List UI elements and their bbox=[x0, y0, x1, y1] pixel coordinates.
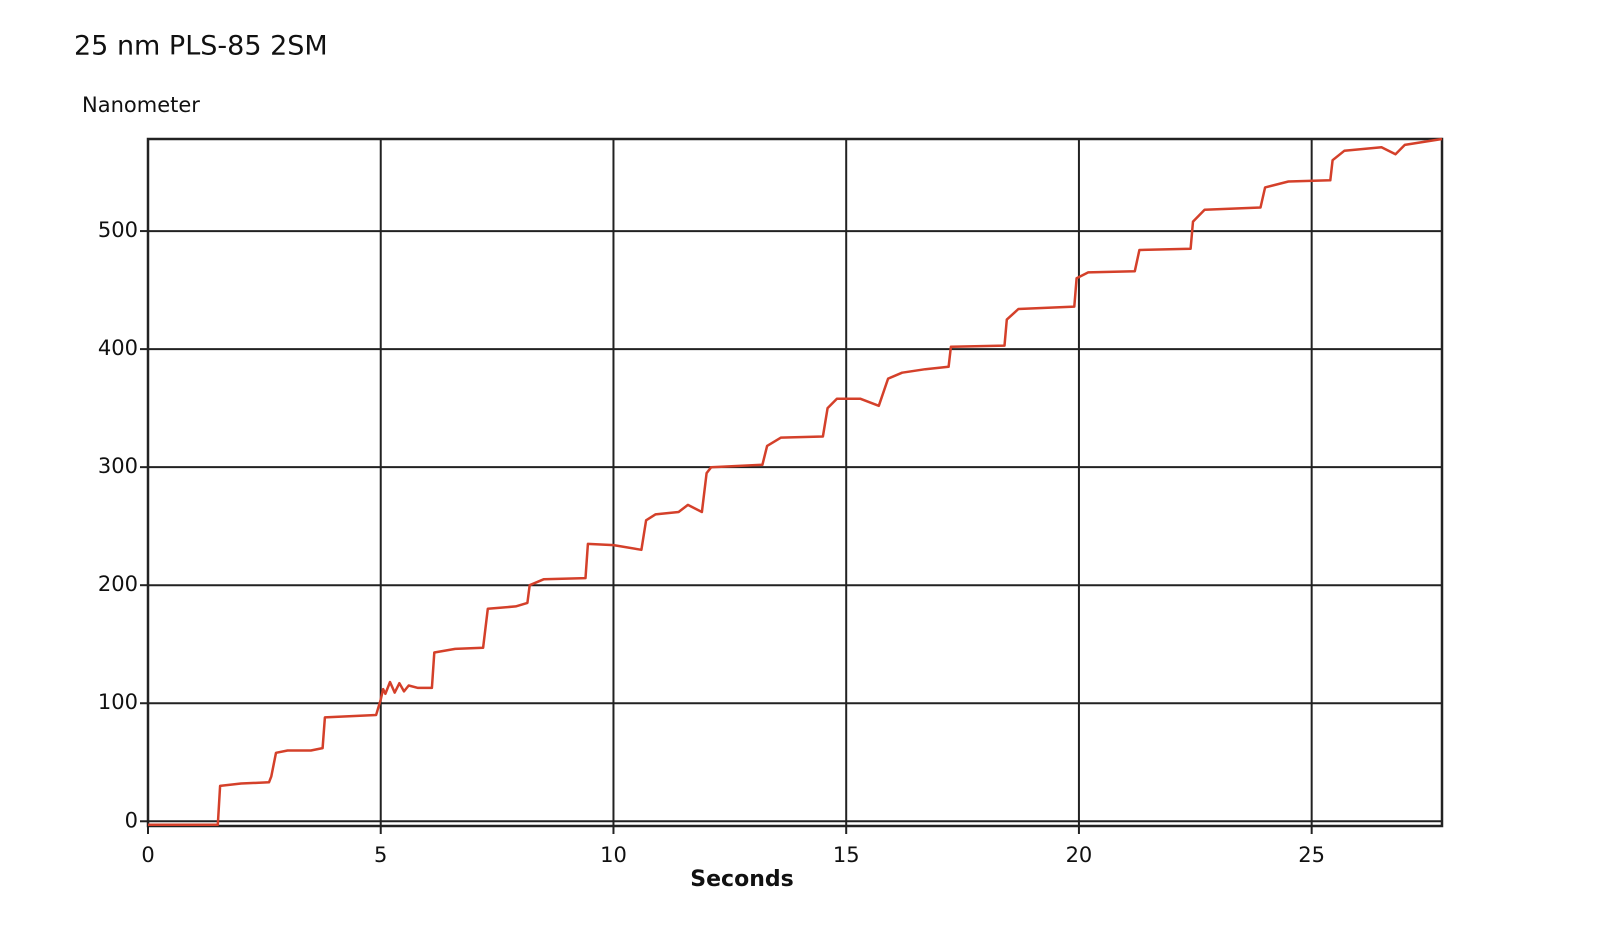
data-line bbox=[148, 137, 1443, 827]
x-tick-label: 25 bbox=[1298, 843, 1325, 867]
y-tick-label: 100 bbox=[98, 690, 138, 714]
y-tick-label: 200 bbox=[98, 572, 138, 596]
x-axis-label: Seconds bbox=[690, 867, 793, 892]
y-tick-label: 0 bbox=[125, 808, 138, 832]
x-tick-label: 15 bbox=[833, 843, 860, 867]
x-tick-label: 0 bbox=[141, 843, 154, 867]
y-tick-label: 400 bbox=[98, 336, 138, 360]
y-axis-label: Nanometer bbox=[82, 93, 200, 117]
plot-frame bbox=[146, 137, 1444, 828]
x-tick-label: 20 bbox=[1066, 843, 1093, 867]
chart-title: 25 nm PLS-85 2SM bbox=[74, 31, 328, 62]
y-tick-label: 500 bbox=[98, 218, 138, 242]
x-tick-label: 5 bbox=[374, 843, 387, 867]
y-tick-label: 300 bbox=[98, 454, 138, 478]
x-tick-label: 10 bbox=[600, 843, 627, 867]
